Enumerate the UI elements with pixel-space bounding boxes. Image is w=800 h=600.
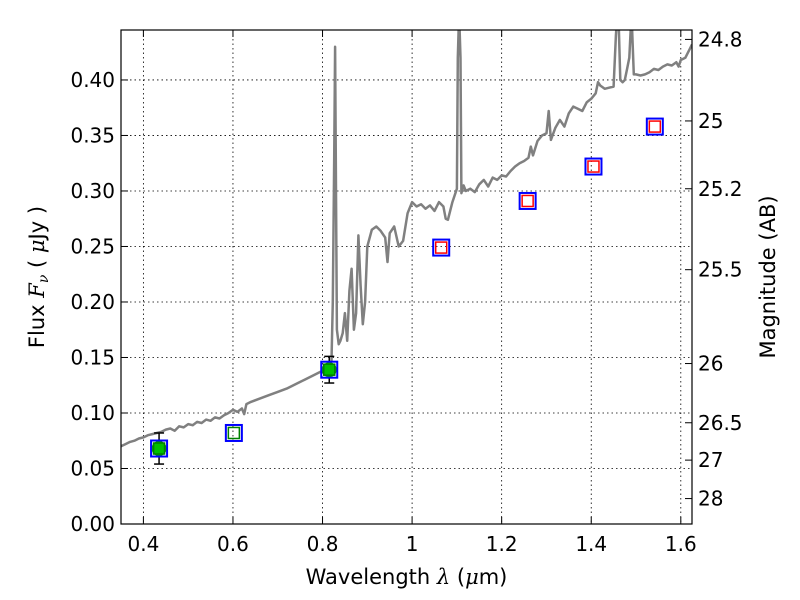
observed-point (645, 117, 664, 136)
model-point (521, 194, 534, 208)
observed-point (584, 157, 603, 176)
x-tick-label: 0.8 (307, 532, 339, 556)
y2-axis-title: Magnitude (AB) (756, 195, 780, 358)
spectrum-line (121, 30, 692, 448)
y-tick-label: 0.20 (70, 290, 115, 314)
axis-ticks (121, 30, 692, 525)
observed-point (320, 360, 339, 379)
observed-point (518, 191, 537, 210)
observed-point (150, 439, 169, 458)
x-tick-label: 1 (406, 532, 419, 556)
grid-lines (121, 30, 692, 524)
model-point (434, 241, 448, 254)
mag-tick-label: 28 (698, 487, 723, 511)
y-tick-label: 0.25 (70, 234, 115, 258)
x-tick-label: 1.2 (486, 532, 518, 556)
y-axis-title-subscript: ν (36, 274, 52, 283)
plot-area (121, 30, 692, 465)
y-tick-label: 0.10 (70, 401, 115, 425)
mag-tick-label: 24.8 (698, 27, 743, 51)
y-axis-title: Flux Fν ( μJy ) (25, 206, 52, 348)
mag-tick-label: 25.5 (698, 258, 743, 282)
y-axis-title-unit: ( (25, 253, 49, 275)
mag-tick-label: 25 (698, 109, 723, 133)
x-axis-title-text: Wavelength (306, 565, 437, 589)
mag-tick-label: 26 (698, 352, 723, 376)
y-tick-label: 0.05 (70, 456, 115, 480)
x-tick-label: 0.6 (217, 532, 249, 556)
model-point (227, 426, 241, 440)
x-axis-title-mu: μ (465, 565, 479, 589)
mag-tick-label: 26.5 (698, 411, 743, 435)
y-axis-title-unit-end: Jy ) (25, 206, 49, 242)
tick-labels: 0.4 0.6 0.8 1 1.2 1.4 1.6 0.00 0.05 0.10 0.15 0.20 0… (70, 27, 742, 556)
y-tick-label: 0.35 (70, 123, 115, 147)
model-point (322, 363, 336, 376)
y-tick-label: 0.15 (70, 345, 115, 369)
x-tick-label: 1.4 (575, 532, 607, 556)
model-point (648, 120, 662, 133)
x-axis-title-symbol: λ (436, 565, 450, 589)
data-points (150, 117, 664, 465)
x-axis-title-unit: ( (450, 565, 465, 589)
mag-tick-label: 27 (698, 448, 723, 472)
y-tick-label: 0.30 (70, 179, 115, 203)
mag-tick-label: 25.2 (698, 177, 743, 201)
observed-point (224, 423, 243, 442)
y-axis-title-text: Flux (25, 298, 49, 348)
x-axis-title: Wavelength λ (μm) (306, 565, 508, 589)
observed-point (432, 238, 451, 257)
y-tick-label: 0.40 (70, 68, 115, 92)
model-point (152, 442, 166, 455)
plot-frame (120, 29, 693, 525)
y-tick-label: 0.00 (70, 512, 115, 536)
y-axis-title-mu: μ (25, 239, 49, 253)
y-axis-title-symbol: F (25, 282, 49, 299)
model-point (587, 160, 600, 173)
x-tick-label: 1.6 (665, 532, 697, 556)
x-axis-title-unit-end: m) (479, 565, 508, 589)
x-tick-label: 0.4 (127, 532, 159, 556)
